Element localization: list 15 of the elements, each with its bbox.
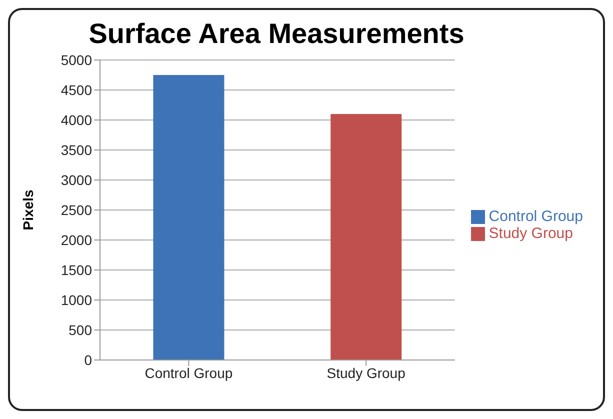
y-axis-title: Pixels (20, 190, 36, 230)
y-tick-label: 3500 (60, 142, 92, 158)
y-tick-label: 2500 (60, 202, 92, 218)
y-tick-label: 1000 (60, 292, 92, 308)
y-tick-label: 500 (68, 322, 92, 338)
y-tick-label: 1500 (60, 262, 92, 278)
y-tick-label: 4000 (60, 112, 92, 128)
legend-label: Study Group (488, 225, 573, 242)
y-tick-label: 5000 (60, 52, 92, 68)
y-tick-label: 4500 (60, 82, 92, 98)
y-tick-label: 0 (84, 352, 92, 368)
y-tick-label: 2000 (60, 232, 92, 248)
legend-label: Control Group (488, 208, 583, 225)
y-tick-label: 3000 (60, 172, 92, 188)
chart-title: Surface Area Measurements (88, 18, 466, 50)
